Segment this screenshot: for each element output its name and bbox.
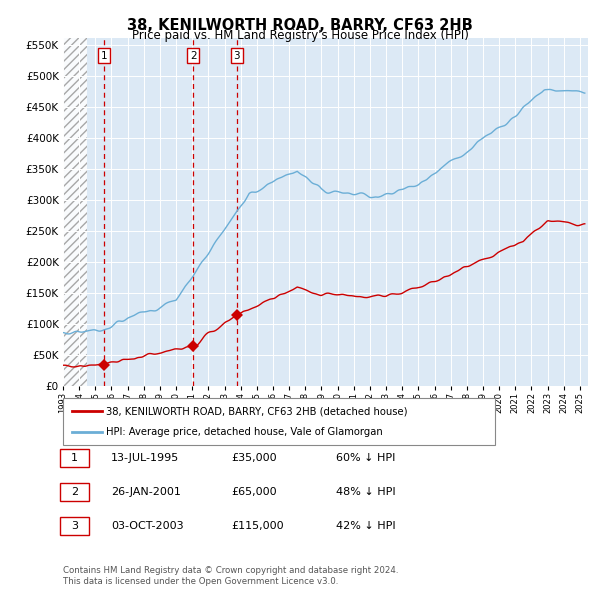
Text: This data is licensed under the Open Government Licence v3.0.: This data is licensed under the Open Gov… — [63, 577, 338, 586]
Text: 26-JAN-2001: 26-JAN-2001 — [111, 487, 181, 497]
Text: 3: 3 — [233, 51, 240, 61]
Text: Contains HM Land Registry data © Crown copyright and database right 2024.: Contains HM Land Registry data © Crown c… — [63, 566, 398, 575]
Text: £65,000: £65,000 — [231, 487, 277, 497]
Text: 38, KENILWORTH ROAD, BARRY, CF63 2HB: 38, KENILWORTH ROAD, BARRY, CF63 2HB — [127, 18, 473, 32]
Text: 1: 1 — [71, 453, 78, 463]
Text: 60% ↓ HPI: 60% ↓ HPI — [336, 453, 395, 463]
Text: 3: 3 — [71, 522, 78, 531]
Text: 03-OCT-2003: 03-OCT-2003 — [111, 522, 184, 531]
Text: 1: 1 — [101, 51, 107, 61]
Text: 2: 2 — [190, 51, 197, 61]
Text: 42% ↓ HPI: 42% ↓ HPI — [336, 522, 395, 531]
Text: 2: 2 — [71, 487, 78, 497]
Text: 38, KENILWORTH ROAD, BARRY, CF63 2HB (detached house): 38, KENILWORTH ROAD, BARRY, CF63 2HB (de… — [106, 407, 408, 417]
Text: £115,000: £115,000 — [231, 522, 284, 531]
Text: 13-JUL-1995: 13-JUL-1995 — [111, 453, 179, 463]
Text: 48% ↓ HPI: 48% ↓ HPI — [336, 487, 395, 497]
Text: HPI: Average price, detached house, Vale of Glamorgan: HPI: Average price, detached house, Vale… — [106, 427, 383, 437]
Text: £35,000: £35,000 — [231, 453, 277, 463]
Text: Price paid vs. HM Land Registry's House Price Index (HPI): Price paid vs. HM Land Registry's House … — [131, 30, 469, 42]
Bar — [63, 38, 87, 386]
